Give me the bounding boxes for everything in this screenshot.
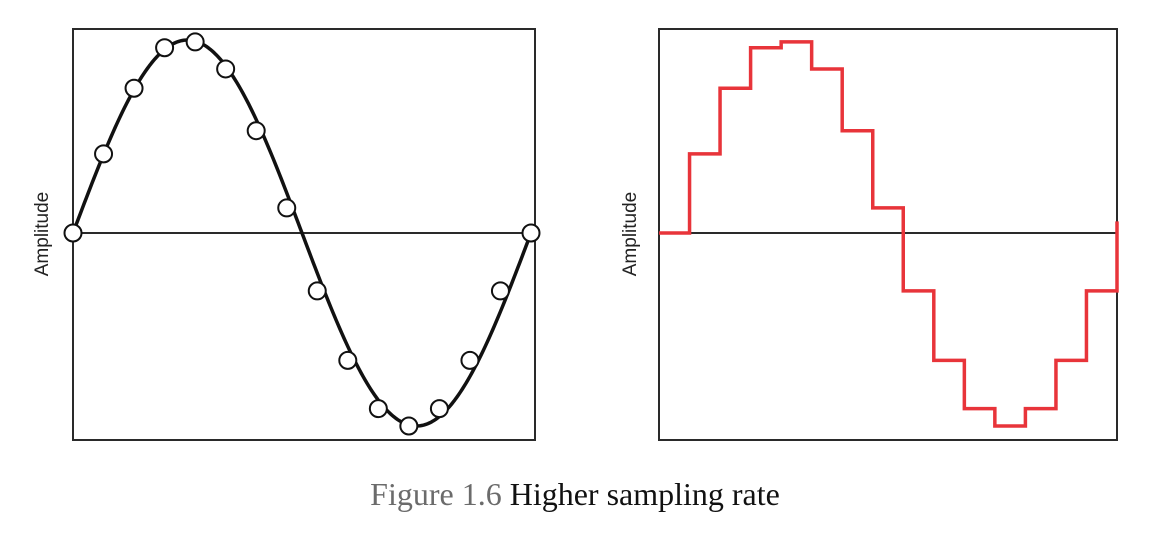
step-line [659,40,1119,428]
right-marks [659,40,1119,428]
figure-number: Figure 1.6 [370,476,502,512]
sample-point [521,223,541,243]
sample-point [246,121,266,141]
sine-curve [71,38,533,428]
left-marks [63,32,541,436]
y-axis-label-left: Amplitude [32,192,53,277]
sample-point [399,416,419,436]
sample-point [185,32,205,52]
sample-point [216,59,236,79]
sample-point [277,198,297,218]
figure-caption: Figure 1.6 Higher sampling rate [0,472,1150,516]
sample-point [368,399,388,419]
sample-point [338,350,358,370]
sample-point [490,281,510,301]
sample-point [63,223,83,243]
sample-point [460,350,480,370]
plot-frame-right [658,28,1118,441]
sample-point [429,399,449,419]
sample-point [124,78,144,98]
sampled-wave-plot: Amplitude [32,28,541,441]
sample-point [307,281,327,301]
y-axis-label-right: Amplitude [620,192,641,277]
step-wave-plot: Amplitude [620,28,1119,441]
sample-point [155,38,175,58]
sample-point [94,144,114,164]
figure-title: Higher sampling rate [509,476,780,512]
